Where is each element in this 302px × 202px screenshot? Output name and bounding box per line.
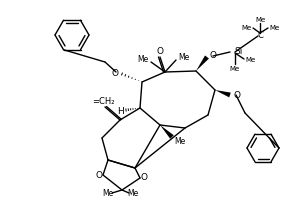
Text: Me: Me: [174, 137, 186, 145]
Text: Me: Me: [269, 25, 279, 31]
Text: O: O: [95, 170, 102, 180]
Text: O: O: [140, 174, 147, 182]
Text: O: O: [210, 52, 217, 61]
Text: Me: Me: [178, 53, 190, 61]
Polygon shape: [160, 125, 174, 139]
Polygon shape: [215, 90, 231, 97]
Text: Me: Me: [102, 189, 114, 199]
Text: C: C: [257, 31, 263, 40]
Text: Me: Me: [255, 17, 265, 23]
Text: Me: Me: [245, 57, 255, 63]
Text: =CH₂: =CH₂: [92, 97, 114, 105]
Text: Me: Me: [127, 189, 139, 199]
Text: H: H: [117, 106, 124, 116]
Text: O: O: [156, 47, 163, 57]
Polygon shape: [196, 56, 209, 71]
Text: Si: Si: [234, 47, 243, 57]
Text: O: O: [112, 68, 119, 78]
Text: O: O: [233, 90, 240, 100]
Text: Me: Me: [230, 66, 240, 72]
Text: Me: Me: [241, 25, 251, 31]
Text: Me: Me: [137, 55, 149, 63]
